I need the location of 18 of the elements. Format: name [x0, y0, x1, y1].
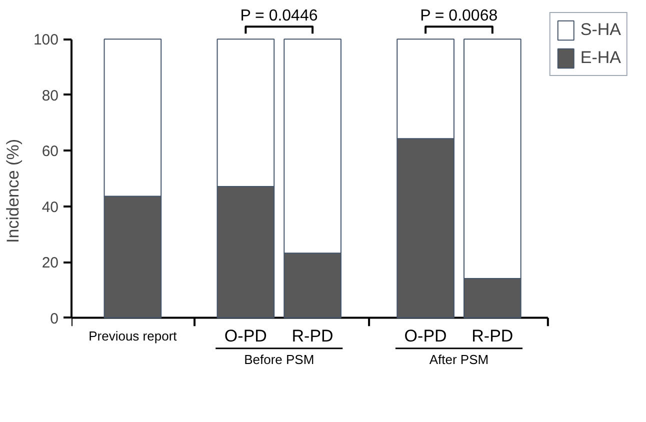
x-tick-label: O-PD — [404, 326, 447, 346]
x-tick-label: O-PD — [224, 326, 267, 346]
legend-label: S-HA — [580, 20, 621, 40]
x-tick-label: R-PD — [472, 326, 514, 346]
y-tick-label: 100 — [33, 32, 59, 49]
text: After PSM — [429, 352, 489, 368]
y-axis-title: Incidence (%) — [3, 139, 22, 243]
text: P = 0.0446 — [240, 7, 318, 24]
y-tick-label: 20 — [42, 254, 59, 272]
y-tick-label: 80 — [42, 87, 59, 104]
x-tick-label: R-PD — [292, 326, 334, 346]
y-tick-label: 40 — [42, 198, 59, 216]
text: Before PSM — [244, 352, 314, 368]
text: P = 0.0068 — [420, 7, 498, 24]
x-tick-label: Previous report — [88, 328, 178, 344]
y-tick-label: 60 — [42, 143, 59, 160]
legend-label: E-HA — [580, 48, 621, 68]
y-tick-label: 0 — [50, 310, 58, 328]
